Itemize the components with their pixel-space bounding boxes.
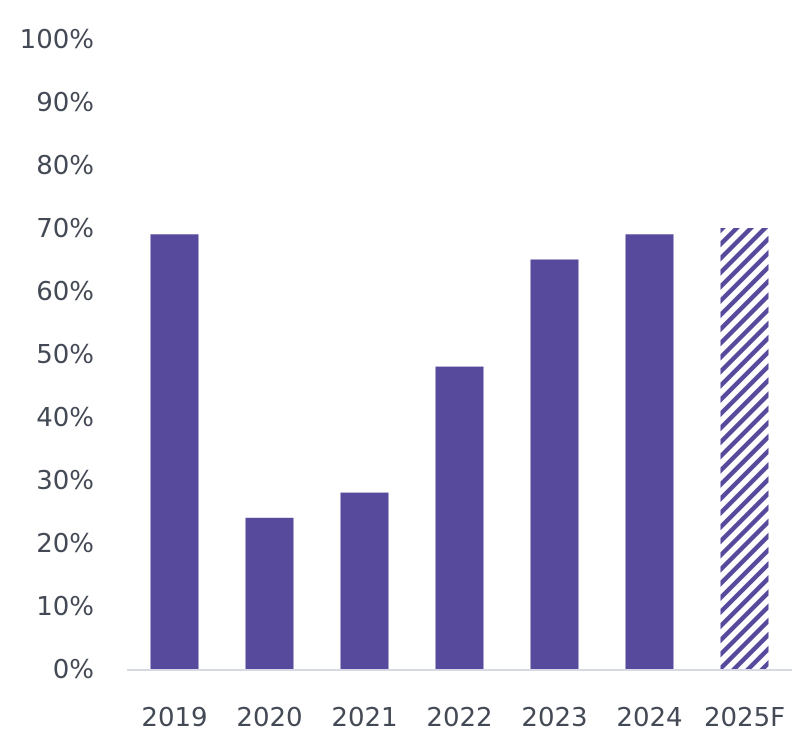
x-tick-label: 2021	[331, 703, 397, 733]
bar-2019	[150, 234, 199, 670]
x-axis-ticks: 2019 2020 2021 2022 2023 2024 2025F	[141, 703, 785, 733]
y-tick-label: 10%	[36, 592, 94, 622]
bar-2021	[340, 492, 389, 669]
y-tick-label: 50%	[36, 340, 94, 370]
x-tick-label: 2019	[141, 703, 207, 733]
y-tick-label: 30%	[36, 466, 94, 496]
bar-2022	[435, 366, 484, 669]
y-tick-label: 20%	[36, 529, 94, 559]
bars	[150, 228, 769, 670]
y-tick-label: 60%	[36, 277, 94, 307]
y-axis-ticks: 0% 10% 20% 30% 40% 50% 60% 70% 80% 90% 100%	[20, 25, 94, 685]
bar-2023	[530, 259, 579, 669]
y-tick-label: 0%	[53, 655, 94, 685]
bar-forecast-2025F	[720, 228, 769, 669]
y-tick-label: 80%	[36, 151, 94, 181]
y-tick-label: 90%	[36, 88, 94, 118]
bar-2020	[245, 517, 294, 669]
x-tick-label: 2025F	[704, 703, 785, 733]
y-tick-label: 40%	[36, 403, 94, 433]
bar-2024	[625, 234, 674, 670]
x-tick-label: 2020	[236, 703, 302, 733]
x-tick-label: 2022	[426, 703, 492, 733]
x-tick-label: 2024	[616, 703, 682, 733]
x-tick-label: 2023	[521, 703, 587, 733]
y-tick-label: 100%	[20, 25, 94, 55]
y-tick-label: 70%	[36, 214, 94, 244]
